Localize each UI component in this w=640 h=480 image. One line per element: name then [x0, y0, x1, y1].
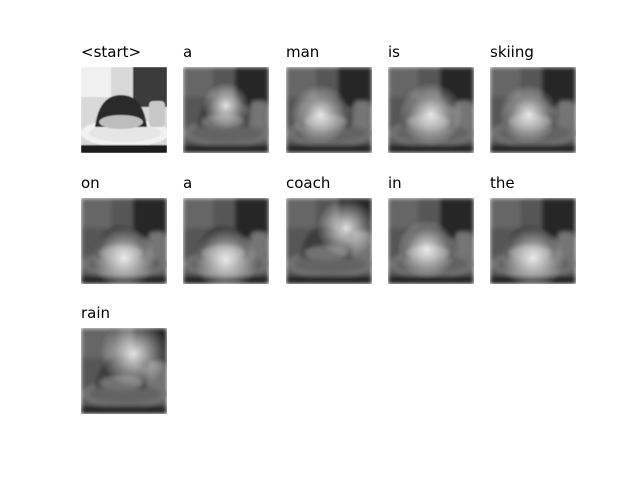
panel-word-label: the — [490, 174, 515, 192]
panel-word-label: man — [286, 43, 320, 61]
attention-highlight — [193, 227, 259, 284]
attention-panel: man — [286, 42, 372, 162]
panel-word-label: rain — [81, 304, 111, 322]
attention-map-image — [183, 198, 269, 284]
attention-panel: rain — [81, 303, 167, 423]
attention-map-image — [81, 198, 167, 284]
attention-map-image — [286, 67, 372, 153]
attention-highlight — [202, 82, 250, 130]
attention-panel: in — [388, 173, 474, 293]
attention-panel: a — [183, 42, 269, 162]
attention-highlight — [316, 198, 372, 259]
attention-map-image — [286, 198, 372, 284]
attention-panel: is — [388, 42, 474, 162]
attention-panel: coach — [286, 173, 372, 293]
panel-word-label: a — [183, 174, 193, 192]
attention-panel: on — [81, 173, 167, 293]
attention-highlight — [99, 328, 167, 389]
attention-panel: the — [490, 173, 576, 293]
attention-map-image — [388, 198, 474, 284]
panel-word-label: coach — [286, 174, 331, 192]
attention-highlight — [91, 225, 157, 284]
attention-map-image — [490, 67, 576, 153]
panel-word-label: on — [81, 174, 100, 192]
attention-panel: skiing — [490, 42, 576, 162]
attention-map-image — [81, 328, 167, 414]
attention-highlight — [290, 84, 351, 145]
attention-map-image — [81, 67, 167, 153]
attention-map-image — [183, 67, 269, 153]
attention-panel: a — [183, 173, 269, 293]
attention-highlight — [396, 219, 457, 280]
panel-word-label: a — [183, 43, 193, 61]
attention-panel: <start> — [81, 42, 167, 162]
panel-word-label: <start> — [81, 43, 142, 61]
panel-word-label: skiing — [490, 43, 534, 61]
panel-word-label: is — [388, 43, 400, 61]
attention-map-image — [388, 67, 474, 153]
attention-highlight — [398, 82, 464, 147]
photo-scene — [183, 67, 269, 153]
panel-word-label: in — [388, 174, 402, 192]
attention-highlight — [498, 84, 559, 145]
photo-scene — [81, 67, 167, 153]
attention-highlight — [500, 225, 566, 284]
attention-map-image — [490, 198, 576, 284]
